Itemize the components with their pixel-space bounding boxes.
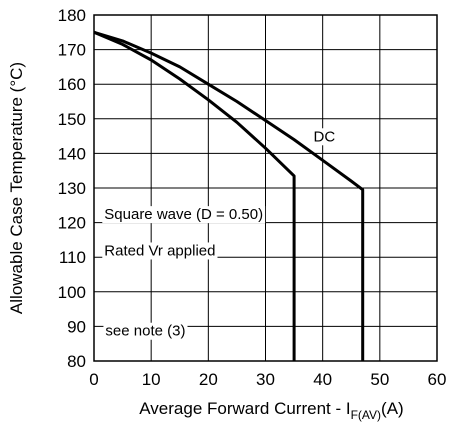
- dc-label: DC: [314, 128, 336, 145]
- x-tick-label: 30: [256, 370, 275, 389]
- series-line-square-wave: [93, 30, 296, 361]
- y-tick-label: 110: [59, 248, 86, 267]
- y-tick-label: 100: [58, 283, 86, 302]
- y-tick-label: 130: [58, 179, 86, 198]
- y-axis-ticks: 80 90 100 110 120 130 140 150 160 170 180: [58, 6, 86, 371]
- annotation-background: [311, 128, 338, 146]
- annotation-background: [102, 206, 266, 224]
- y-tick-label: 150: [58, 110, 86, 129]
- x-tick-label: 20: [199, 370, 218, 389]
- x-axis-title-subscript: F(AV): [351, 408, 381, 422]
- y-tick-label: 140: [58, 144, 86, 163]
- y-tick-label: 170: [58, 41, 86, 60]
- x-tick-label: 0: [89, 370, 98, 389]
- y-tick-label: 160: [58, 75, 86, 94]
- see-note-label: see note (3): [105, 323, 185, 340]
- x-tick-label: 40: [313, 370, 332, 389]
- square-wave-label: Square wave (D = 0.50): [104, 206, 263, 223]
- annotation-background: [103, 322, 188, 340]
- y-tick-label: 90: [67, 317, 86, 336]
- y-tick-label: 120: [58, 214, 86, 233]
- y-tick-label: 180: [58, 6, 86, 25]
- x-axis-title: Average Forward Current - IF(AV)(A): [139, 399, 403, 422]
- plot-frame: [93, 14, 438, 362]
- y-axis-title: Allowable Case Temperature (°C): [7, 62, 26, 314]
- y-tick-label: 80: [67, 352, 86, 371]
- rated-vr-label: Rated Vr applied: [104, 242, 215, 259]
- x-tick-label: 10: [142, 370, 161, 389]
- x-axis-title-unit: (A): [381, 399, 404, 418]
- x-tick-label: 60: [428, 370, 447, 389]
- series-lines: [93, 30, 365, 361]
- series-line-dc: [93, 30, 365, 361]
- annotation-background: [102, 242, 218, 260]
- x-axis-ticks: 0 10 20 30 40 50 60: [89, 370, 446, 389]
- x-tick-label: 50: [370, 370, 389, 389]
- x-axis-title-main: Average Forward Current - I: [139, 399, 350, 418]
- gridlines: [93, 14, 438, 362]
